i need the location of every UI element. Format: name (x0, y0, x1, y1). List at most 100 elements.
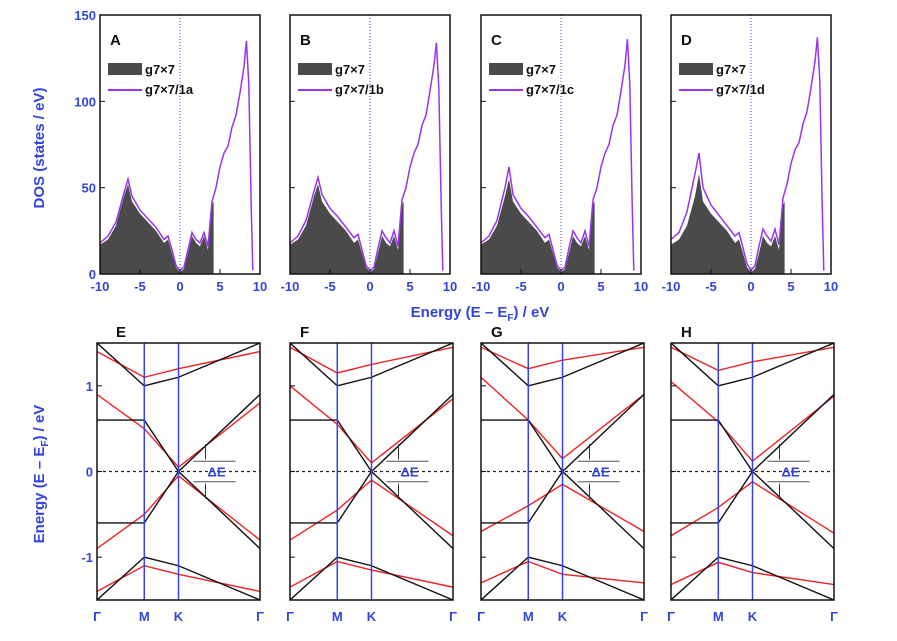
band-red (481, 483, 644, 533)
k-tick-label: K (748, 609, 758, 624)
band-red (290, 479, 453, 541)
panel-letter-g: G (491, 324, 503, 341)
band-black (671, 556, 834, 600)
k-tick-label: M (523, 609, 534, 624)
dos-line-series (480, 39, 635, 272)
x-tick-label: 10 (634, 279, 648, 294)
dos-panel-c: -10 -5 0 5 10 Cg7×7 g7×7/1c (472, 14, 648, 294)
band-red (671, 381, 834, 463)
k-tick-label: M (139, 609, 150, 624)
delta-e-label: ΔE (208, 465, 226, 480)
k-tick-label: Γ (256, 609, 264, 624)
k-tick-label: Γ (93, 609, 101, 624)
band-black (97, 470, 260, 550)
band-black (290, 343, 453, 387)
x-tick-label: 5 (597, 279, 604, 294)
band-lines (671, 343, 834, 600)
band-red (481, 376, 644, 460)
band-black (97, 393, 260, 473)
legend-label: g7×7 (335, 62, 365, 77)
x-tick-label: -5 (705, 279, 717, 294)
dos-line-series (99, 40, 254, 272)
x-tick-label: 0 (747, 279, 754, 294)
x-tick-label: 5 (406, 279, 413, 294)
band-panel-e: ΔE Γ M K Γ -1 0 1 E (81, 324, 264, 624)
band-black (481, 556, 644, 600)
band-red (671, 346, 834, 372)
legend-label: g7×7/1d (716, 82, 765, 97)
y-tick-label: 100 (74, 94, 96, 109)
legend-swatch-fill (108, 63, 142, 75)
legend-label: g7×7/1c (526, 82, 574, 97)
k-tick-label: Γ (286, 609, 294, 624)
y-tick-label: 0 (89, 267, 96, 282)
delta-e-label: ΔE (782, 465, 800, 480)
band-red (671, 480, 834, 537)
panel-letter-h: H (681, 324, 692, 341)
dos-fill-series (100, 184, 214, 274)
band-black (481, 343, 644, 387)
x-tick-label: -10 (662, 279, 681, 294)
band-black (481, 470, 644, 550)
x-tick-label: -5 (324, 279, 336, 294)
band-red (290, 385, 453, 464)
dos-ylabel: DOS (states / eV) (31, 88, 48, 209)
band-red (97, 474, 260, 550)
band-black (671, 470, 834, 550)
legend-swatch-fill (298, 63, 332, 75)
k-tick-label: K (558, 609, 568, 624)
band-red (290, 346, 453, 374)
band-black (290, 556, 453, 600)
band-black (97, 343, 260, 387)
panel-letter-e: E (116, 324, 126, 341)
x-tick-label: -10 (91, 279, 110, 294)
k-tick-label: Γ (449, 609, 457, 624)
k-tick-label: Γ (640, 609, 648, 624)
band-red (481, 560, 644, 584)
y-tick-label: 150 (74, 8, 96, 23)
k-tick-label: K (367, 609, 377, 624)
band-lines (481, 343, 644, 600)
band-black (481, 393, 644, 473)
band-black (290, 393, 453, 473)
dos-fill-series (481, 179, 595, 274)
band-red (481, 346, 644, 370)
k-tick-label: Γ (667, 609, 675, 624)
k-tick-label: Γ (477, 609, 485, 624)
band-panel-f: ΔE Γ M K Γ F (286, 324, 457, 624)
panel-letter-d: D (681, 32, 692, 49)
x-tick-label: -10 (472, 279, 491, 294)
x-tick-label: 0 (176, 279, 183, 294)
x-tick-label: 10 (253, 279, 267, 294)
dos-fill-series (290, 184, 404, 274)
dos-panel-d: -10 -5 0 5 10 Dg7×7 g7×7/1d (662, 14, 838, 294)
panel-letter-f: F (300, 324, 309, 341)
dos-line-series (289, 42, 444, 272)
k-tick-label: Γ (830, 609, 838, 624)
x-tick-label: 10 (824, 279, 838, 294)
x-tick-label: -5 (134, 279, 146, 294)
x-tick-label: 0 (366, 279, 373, 294)
legend-label: g7×7/1a (145, 82, 194, 97)
legend-label: g7×7 (526, 62, 556, 77)
band-black (671, 393, 834, 473)
band-black (671, 343, 834, 387)
legend-label: g7×7 (716, 62, 746, 77)
panel-letter-b: B (300, 32, 311, 49)
dos-panel-b: -10 -5 0 5 10 Bg7×7 g7×7/1b (281, 14, 457, 294)
band-black (97, 556, 260, 600)
legend-label: g7×7 (145, 62, 175, 77)
x-tick-label: 5 (787, 279, 794, 294)
dos-line-series (670, 37, 825, 272)
band-red (97, 393, 260, 469)
x-tick-label: 5 (216, 279, 223, 294)
legend-label: g7×7/1b (335, 82, 384, 97)
band-panel-g: ΔE Γ M K Γ G (477, 324, 648, 624)
x-tick-label: -10 (281, 279, 300, 294)
dos-xlabel: Energy (E – EF) / eV (411, 304, 550, 324)
panel-letter-a: A (110, 32, 121, 49)
y-tick-label: -1 (81, 550, 93, 565)
